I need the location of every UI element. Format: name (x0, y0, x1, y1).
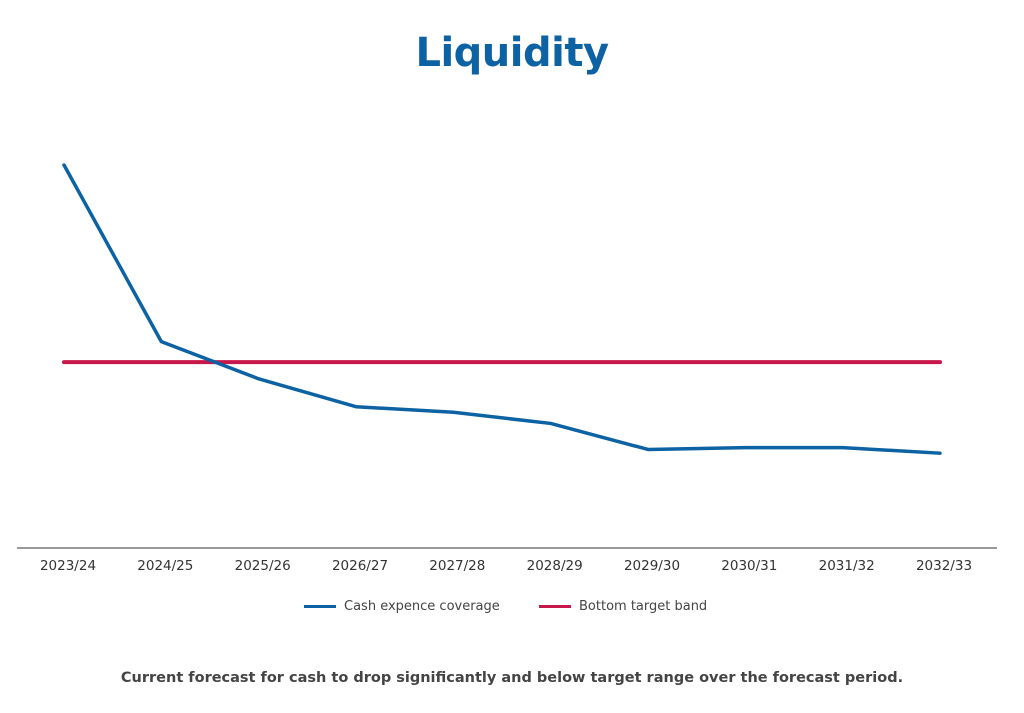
x-tick-label: 2028/29 (527, 558, 583, 574)
x-tick-label: 2027/28 (429, 558, 485, 574)
legend-swatch-target (539, 605, 571, 608)
chart-caption: Current forecast for cash to drop signif… (120, 670, 904, 686)
legend-item-cash: Cash expence coverage (304, 599, 500, 614)
series-line-cash-expence-coverage (62, 163, 942, 455)
legend-label-target: Bottom target band (579, 599, 708, 614)
x-tick-label: 2032/33 (916, 558, 972, 574)
x-tick-label: 2026/27 (332, 558, 388, 574)
x-tick-label: 2024/25 (137, 558, 193, 574)
x-tick-label: 2030/31 (721, 558, 777, 574)
legend-label-cash: Cash expence coverage (344, 599, 500, 614)
x-tick-label: 2031/32 (819, 558, 875, 574)
x-tick-label: 2029/30 (624, 558, 680, 574)
legend-swatch-cash (304, 605, 336, 608)
chart-title: Liquidity (415, 30, 609, 76)
x-tick-label: 2025/26 (235, 558, 291, 574)
legend-item-target: Bottom target band (539, 599, 707, 614)
x-tick-label: 2023/24 (40, 558, 96, 574)
